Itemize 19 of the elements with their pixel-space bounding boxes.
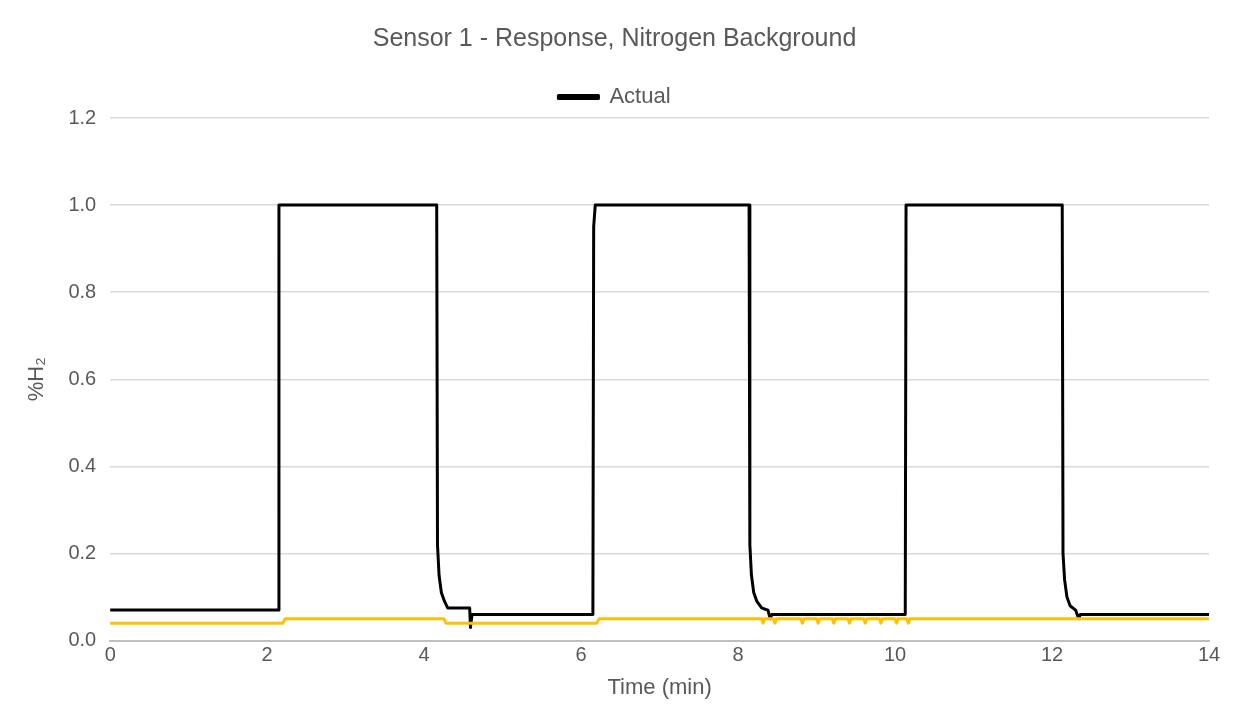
x-tick-label: 10 (883, 643, 907, 666)
y-tick-label: 0.4 (68, 453, 97, 476)
chart-title: Sensor 1 - Response, Nitrogen Background (372, 22, 857, 51)
y-axis-title: %H₂ (23, 357, 49, 402)
x-tick-label: 12 (1040, 643, 1064, 666)
x-tick-label: 4 (418, 643, 430, 666)
y-tick-label: 0.6 (68, 366, 97, 389)
x-axis-title: Time (min) (607, 673, 712, 699)
x-tick-label: 2 (261, 643, 273, 666)
y-tick-label: 0.2 (68, 541, 97, 564)
x-tick-label: 8 (732, 643, 744, 666)
legend-label: Actual (609, 83, 671, 109)
y-tick-label: 0.0 (68, 628, 97, 651)
y-tick-label: 0.8 (68, 279, 97, 302)
x-tick-label: 0 (104, 643, 116, 666)
y-tick-label: 1.0 (68, 192, 97, 215)
x-tick-label: 6 (575, 643, 587, 666)
x-tick-label: 14 (1197, 643, 1221, 666)
y-tick-label: 1.2 (68, 105, 97, 128)
